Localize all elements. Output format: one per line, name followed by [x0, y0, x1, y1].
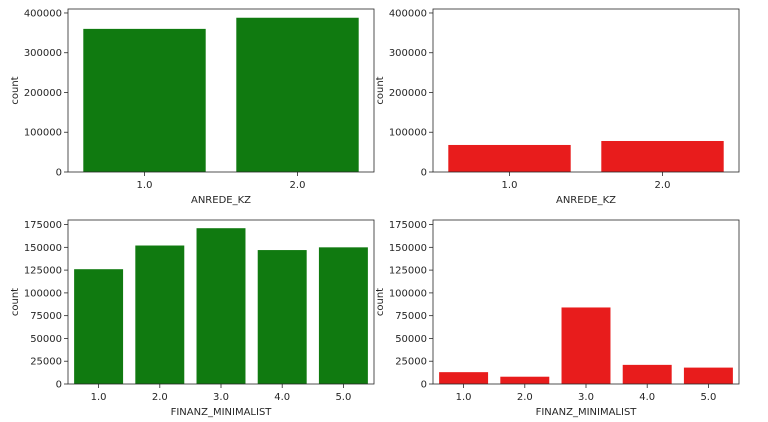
y-tick-label: 50000 — [395, 334, 427, 345]
y-tick-label: 200000 — [389, 88, 427, 99]
x-tick-label: 2.0 — [517, 392, 533, 403]
bar-5.0 — [683, 367, 733, 384]
y-tick-label: 0 — [56, 168, 62, 179]
y-tick-label: 200000 — [24, 88, 62, 99]
x-axis-label: FINANZ_MINIMALIST — [536, 407, 638, 418]
bar-1.0 — [448, 144, 571, 172]
chart-panel-1: 0 100000 200000 300000 400000 1.0 2.0 ANREDE_KZ… — [10, 8, 375, 206]
y-axis-label: count — [375, 288, 386, 316]
axes-frame — [67, 8, 375, 173]
bar-4.0 — [622, 364, 672, 384]
bar-3.0 — [561, 307, 611, 384]
x-tick-label: 5.0 — [700, 392, 716, 403]
y-tick-label: 100000 — [389, 288, 427, 299]
bar-2.0 — [135, 245, 185, 384]
y-axis-label: count — [10, 288, 21, 316]
x-tick-label: 4.0 — [274, 392, 290, 403]
chart-panel-2: 0 100000 200000 300000 400000 1.0 2.0 ANREDE_KZ… — [375, 8, 740, 206]
bar-2.0 — [601, 140, 724, 172]
x-axis-label: ANREDE_KZ — [191, 195, 251, 206]
y-axis-label: count — [375, 76, 386, 104]
bar-2.0 — [500, 376, 550, 384]
bar-1.0 — [83, 28, 206, 172]
x-tick-label: 1.0 — [502, 180, 518, 191]
bar-2.0 — [236, 17, 359, 173]
x-tick-label: 2.0 — [655, 180, 671, 191]
y-tick-label: 0 — [56, 380, 62, 391]
x-axis-label: ANREDE_KZ — [556, 195, 616, 206]
x-axis-label: FINANZ_MINIMALIST — [171, 407, 273, 418]
y-tick-label: 150000 — [389, 243, 427, 254]
x-tick-label: 1.0 — [91, 392, 107, 403]
bar-1.0 — [74, 269, 124, 384]
y-tick-label: 50000 — [30, 334, 62, 345]
y-tick-label: 25000 — [30, 357, 62, 368]
y-tick-label: 75000 — [30, 311, 62, 322]
x-tick-label: 2.0 — [290, 180, 306, 191]
axes-frame — [432, 8, 740, 173]
bar-1.0 — [439, 372, 489, 384]
bar-5.0 — [318, 247, 368, 384]
y-tick-label: 125000 — [389, 266, 427, 277]
y-tick-label: 25000 — [395, 357, 427, 368]
y-tick-label: 175000 — [389, 220, 427, 231]
y-tick-label: 150000 — [24, 243, 62, 254]
y-tick-label: 100000 — [24, 288, 62, 299]
y-tick-label: 400000 — [24, 8, 62, 19]
x-tick-label: 4.0 — [639, 392, 655, 403]
y-axis-label: count — [10, 76, 21, 104]
x-tick-label: 1.0 — [456, 392, 472, 403]
bar-4.0 — [257, 250, 307, 384]
chart-panel-3: 0 25000 50000 75000 100000 125000 150000 175000… — [10, 219, 375, 418]
x-tick-label: 2.0 — [152, 392, 168, 403]
y-tick-label: 100000 — [389, 128, 427, 139]
y-tick-label: 100000 — [24, 128, 62, 139]
x-tick-label: 3.0 — [578, 392, 594, 403]
x-tick-label: 3.0 — [213, 392, 229, 403]
bar-3.0 — [196, 228, 246, 384]
y-tick-label: 400000 — [389, 8, 427, 19]
y-tick-label: 75000 — [395, 311, 427, 322]
chart-panel-4: 0 25000 50000 75000 100000 125000 150000 175000… — [375, 219, 740, 418]
x-tick-label: 5.0 — [335, 392, 351, 403]
y-tick-label: 300000 — [389, 48, 427, 59]
y-tick-label: 175000 — [24, 220, 62, 231]
y-tick-label: 125000 — [24, 266, 62, 277]
x-tick-label: 1.0 — [137, 180, 153, 191]
y-tick-label: 300000 — [24, 48, 62, 59]
y-tick-label: 0 — [421, 168, 427, 179]
y-tick-label: 0 — [421, 380, 427, 391]
